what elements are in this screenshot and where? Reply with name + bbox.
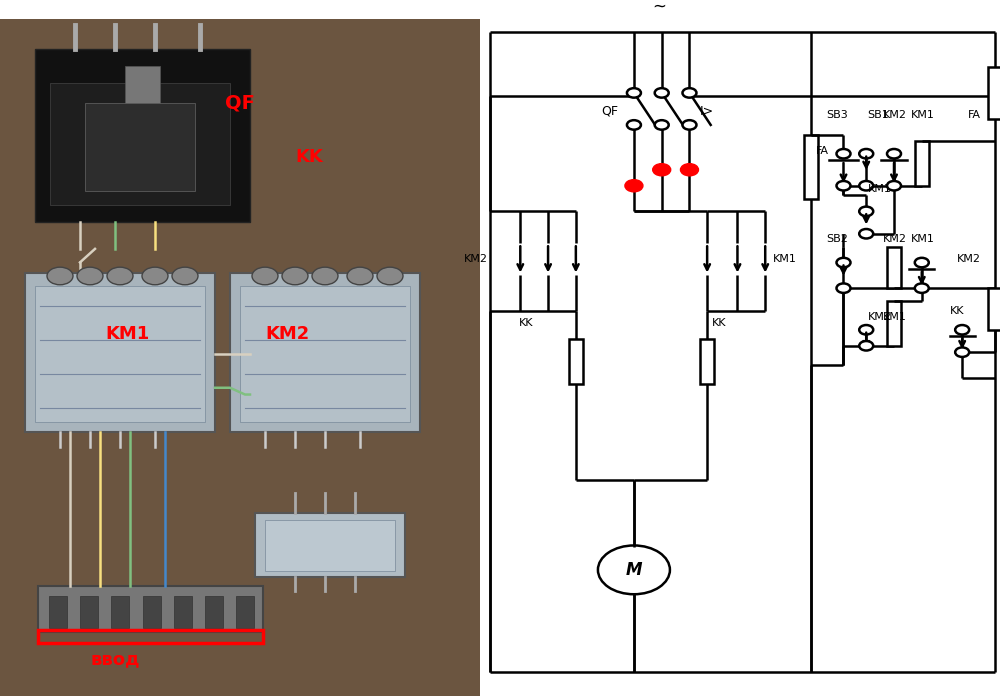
Bar xyxy=(125,66,160,103)
Bar xyxy=(230,273,420,432)
Circle shape xyxy=(625,180,643,192)
Text: FA: FA xyxy=(816,145,829,155)
Text: KM1: KM1 xyxy=(883,312,907,322)
Text: KM2: KM2 xyxy=(957,254,981,264)
Circle shape xyxy=(915,283,929,293)
Circle shape xyxy=(627,88,641,97)
Bar xyxy=(35,49,250,222)
Circle shape xyxy=(859,207,873,216)
Text: KK: KK xyxy=(950,306,964,315)
Circle shape xyxy=(955,325,969,335)
Text: SB3: SB3 xyxy=(826,110,848,120)
Text: KK: KK xyxy=(518,318,533,329)
Circle shape xyxy=(836,149,850,159)
Text: KM2: KM2 xyxy=(265,324,309,342)
Text: SB2: SB2 xyxy=(826,234,848,244)
Circle shape xyxy=(859,341,873,351)
Text: KM1: KM1 xyxy=(105,324,149,342)
Bar xyxy=(38,630,263,643)
Bar xyxy=(236,596,254,628)
Bar xyxy=(50,83,230,205)
Bar xyxy=(38,585,263,632)
Circle shape xyxy=(682,88,696,97)
Bar xyxy=(80,596,98,628)
Bar xyxy=(205,596,223,628)
Circle shape xyxy=(77,267,103,285)
Bar xyxy=(35,286,205,422)
Bar xyxy=(265,520,395,571)
Bar xyxy=(887,246,901,288)
Bar xyxy=(887,301,901,346)
Text: KM2: KM2 xyxy=(883,110,907,120)
Circle shape xyxy=(859,325,873,335)
Circle shape xyxy=(347,267,373,285)
Circle shape xyxy=(836,258,850,267)
Text: ввод: ввод xyxy=(90,650,140,667)
Circle shape xyxy=(598,546,670,594)
Bar xyxy=(988,288,1000,330)
Bar xyxy=(174,596,192,628)
Text: QF: QF xyxy=(601,105,618,118)
Circle shape xyxy=(836,283,850,293)
Circle shape xyxy=(653,164,671,176)
Bar xyxy=(143,596,160,628)
Circle shape xyxy=(859,149,873,159)
Bar xyxy=(25,273,215,432)
Text: KK: KK xyxy=(712,318,727,329)
Text: KM1: KM1 xyxy=(868,184,892,194)
Circle shape xyxy=(142,267,168,285)
Circle shape xyxy=(172,267,198,285)
Text: SB1: SB1 xyxy=(868,110,889,120)
Circle shape xyxy=(955,347,969,357)
Circle shape xyxy=(377,267,403,285)
Text: KM1: KM1 xyxy=(773,254,797,264)
Text: FA: FA xyxy=(968,110,981,120)
Bar xyxy=(804,134,818,198)
Text: ~: ~ xyxy=(652,0,666,15)
Text: M: M xyxy=(626,561,642,579)
Circle shape xyxy=(252,267,278,285)
Circle shape xyxy=(655,88,669,97)
Text: KM1: KM1 xyxy=(911,110,935,120)
Circle shape xyxy=(859,181,873,191)
Circle shape xyxy=(627,120,641,129)
Bar xyxy=(240,286,410,422)
Circle shape xyxy=(682,120,696,129)
Bar xyxy=(480,19,1000,696)
Circle shape xyxy=(887,181,901,191)
Bar xyxy=(700,340,714,384)
Circle shape xyxy=(282,267,308,285)
Bar xyxy=(49,596,67,628)
Circle shape xyxy=(915,258,929,267)
Circle shape xyxy=(680,164,698,176)
Bar xyxy=(255,513,405,578)
Text: KM1: KM1 xyxy=(911,234,935,244)
Circle shape xyxy=(655,120,669,129)
Text: KM2: KM2 xyxy=(883,234,907,244)
Circle shape xyxy=(107,267,133,285)
Circle shape xyxy=(887,149,901,159)
Text: KM2: KM2 xyxy=(868,312,892,322)
Circle shape xyxy=(312,267,338,285)
Bar xyxy=(569,340,583,384)
Text: QF: QF xyxy=(225,94,255,113)
Bar xyxy=(915,141,929,186)
Circle shape xyxy=(859,229,873,239)
Bar xyxy=(111,596,129,628)
Circle shape xyxy=(836,181,850,191)
Bar xyxy=(85,103,195,191)
Circle shape xyxy=(47,267,73,285)
Bar xyxy=(0,19,480,696)
Text: KM2: KM2 xyxy=(463,254,487,264)
Bar xyxy=(988,68,1000,118)
Text: I>: I> xyxy=(700,105,714,118)
Text: KK: KK xyxy=(295,148,323,166)
